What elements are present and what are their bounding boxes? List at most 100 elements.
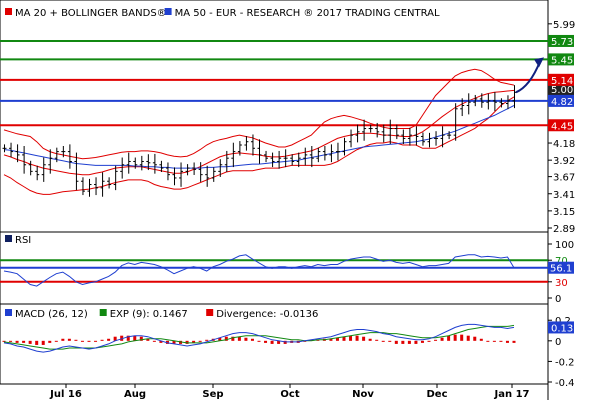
divergence-bar-34 (224, 336, 228, 341)
legends: MA 20 + BOLLINGER BANDS® MA 50 - EUR - RE… (5, 8, 440, 320)
divergence-bar-10 (67, 338, 71, 341)
rsi-legend-swatch-0 (5, 235, 12, 242)
divergence-bar-3 (22, 340, 26, 343)
price-tick-label-6: 4.18 (553, 139, 575, 150)
divergence-bar-57 (375, 339, 379, 341)
price-legend-swatch-1 (164, 8, 172, 15)
divergence-bar-33 (218, 337, 222, 341)
divergence-bar-18 (120, 335, 124, 341)
divergence-bar-11 (74, 339, 78, 341)
price-tick-label-7: 3.92 (553, 156, 575, 167)
divergence-bar-36 (237, 336, 241, 341)
rsi-legend-label-0: RSI (15, 235, 31, 246)
macd-legend-swatch-2 (206, 309, 214, 316)
price-tick-label-10: 3.15 (553, 207, 575, 218)
x-tick-label-5: Dec (426, 389, 447, 400)
divergence-bar-39 (257, 340, 261, 342)
divergence-bar-31 (205, 339, 209, 341)
x-tick-label-4: Nov (352, 389, 374, 400)
last-price-tag (548, 83, 574, 96)
divergence-bar-28 (185, 340, 189, 344)
rsi-tick-label-3: 30 (555, 278, 568, 289)
divergence-bar-71 (466, 335, 470, 341)
divergence-bar-37 (244, 337, 248, 341)
divergence-bar-61 (401, 340, 405, 344)
divergence-bar-54 (355, 335, 359, 341)
divergence-bar-58 (381, 340, 385, 342)
divergence-bar-69 (453, 334, 457, 341)
price-tick-label-0: 5.99 (553, 20, 575, 31)
divergence-bar-1 (9, 340, 13, 342)
x-tick-label-3: Oct (280, 389, 299, 400)
x-tick-label-6: Jan 17 (494, 389, 530, 400)
price-tick-label-11: 2.89 (553, 224, 575, 235)
x-tick-label-2: Sep (202, 389, 223, 400)
divergence-bar-42 (277, 340, 281, 344)
divergence-bar-8 (54, 340, 58, 342)
rsi-line (3, 254, 515, 287)
macd-legend-swatch-0 (5, 309, 12, 316)
divergence-bar-35 (231, 336, 235, 341)
macd-panel: 0.20-0.2-0.40.13 (0, 303, 575, 389)
macd-legend-swatch-1 (99, 309, 107, 316)
divergence-bar-12 (80, 340, 84, 342)
rsi-tick-label-4: 0 (555, 294, 561, 305)
last-price-label: 5.00 (551, 85, 573, 96)
level-tag-label-1: 5.45 (551, 55, 573, 66)
divergence-bar-23 (152, 340, 156, 342)
divergence-bar-70 (460, 334, 464, 341)
rsi-tick-label-1: 70 (555, 256, 568, 267)
level-tag-3 (548, 94, 574, 107)
divergence-bar-76 (499, 340, 503, 342)
divergence-bar-64 (420, 340, 424, 343)
macd-line (3, 323, 515, 353)
rsi-panel: 100 70 30 0 56.1 (0, 231, 574, 305)
price-legend-swatch-0 (5, 8, 12, 15)
divergence-bar-74 (486, 340, 490, 342)
divergence-bar-7 (48, 340, 52, 343)
divergence-bar-53 (349, 335, 353, 341)
divergence-bar-63 (414, 340, 418, 344)
rsi-last-label: 56.1 (550, 264, 572, 275)
x-tick-label-1: Aug (124, 389, 146, 400)
price-legend-label-0: MA 20 + BOLLINGER BANDS® (15, 8, 167, 19)
macd-last-tag (548, 321, 574, 334)
divergence-bar-66 (434, 339, 438, 341)
forecast-arrowhead (534, 57, 544, 68)
level-tag-label-4: 4.45 (551, 121, 573, 132)
divergence-bar-56 (368, 338, 372, 341)
level-tag-4 (548, 119, 574, 132)
level-tag-1 (548, 53, 574, 66)
x-tick-label-0: Jul 16 (49, 389, 82, 400)
divergence-bar-48 (316, 339, 320, 341)
price-panel: 5.99 4.18 3.92 3.67 3.41 3.15 2.89 5.00 5.73 5.45… (0, 20, 575, 235)
divergence-bar-46 (303, 340, 307, 342)
macd-legend-label-1: EXP (9): 0.1467 (110, 309, 188, 320)
divergence-bar-73 (479, 338, 483, 341)
divergence-bar-13 (87, 340, 91, 342)
divergence-bar-59 (388, 340, 392, 342)
divergence-bar-0 (2, 340, 6, 342)
divergence-bar-52 (342, 336, 346, 341)
divergence-bar-4 (28, 340, 32, 344)
divergence-bar-5 (35, 340, 39, 345)
divergence-bar-24 (159, 340, 163, 343)
macd-last-label: 0.13 (551, 323, 573, 334)
divergence-bar-77 (505, 340, 509, 343)
divergence-bar-78 (512, 340, 516, 343)
divergence-bar-2 (15, 340, 19, 343)
divergence-bar-50 (329, 338, 333, 341)
divergence-bar-14 (94, 340, 98, 342)
macd-frame (0, 303, 549, 385)
price-tick-label-9: 3.41 (553, 190, 575, 201)
divergence-bar-30 (198, 340, 202, 342)
price-legend-label-1: MA 50 - EUR - RESEARCH ® 2017 TRADING CE… (175, 8, 440, 19)
divergence-bar-41 (270, 340, 274, 344)
divergence-bar-72 (473, 336, 477, 341)
price-tick-label-8: 3.67 (553, 173, 575, 184)
divergence-bar-65 (427, 340, 431, 342)
divergence-bar-15 (100, 339, 104, 341)
divergence-bar-75 (492, 340, 496, 342)
